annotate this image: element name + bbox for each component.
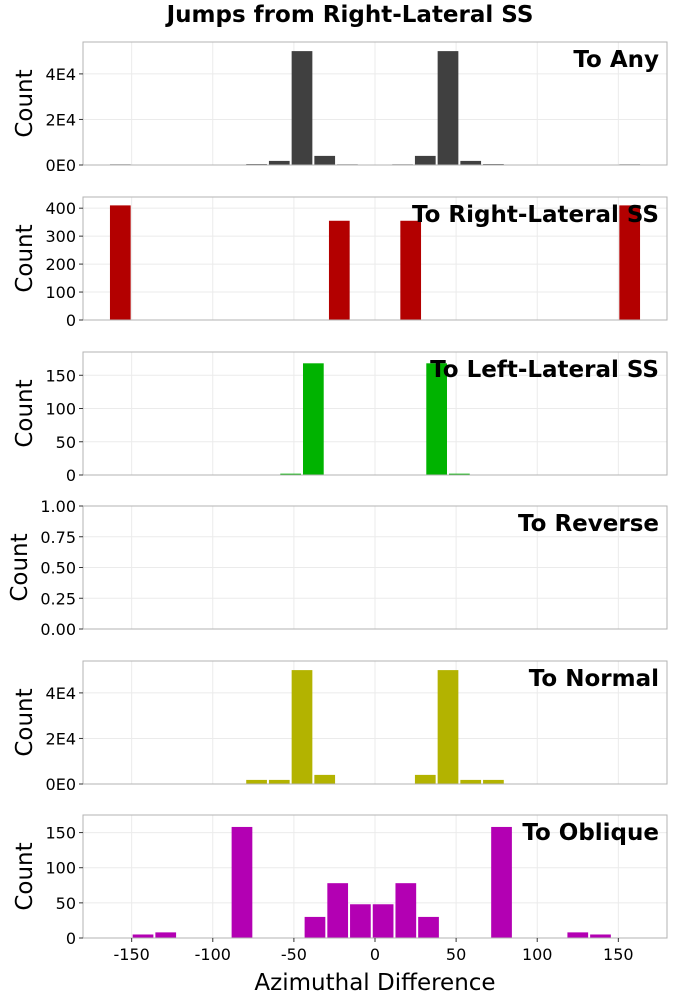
histogram-bar [437, 670, 459, 784]
x-tick-label: 50 [446, 945, 466, 964]
histogram-bar [303, 363, 324, 475]
histogram-bar [314, 155, 336, 165]
facet-title: To Left-Lateral SS [430, 357, 659, 383]
histogram-bar [327, 883, 349, 938]
y-axis-label: Count [12, 842, 38, 910]
y-tick-label: 100 [45, 283, 76, 302]
y-tick-label: 2E4 [46, 110, 76, 129]
y-tick-label: 0.25 [40, 589, 76, 608]
y-tick-label: 100 [45, 400, 76, 419]
panel-5: 0 50 100 150 Count To Oblique [12, 814, 668, 948]
facet-title: To Reverse [518, 511, 659, 537]
histogram-bar [291, 51, 313, 165]
panel-border [82, 196, 668, 321]
panel-3: 0.00 0.25 0.50 0.75 1.00 Count To Reverse [7, 497, 668, 639]
y-tick-label: 150 [45, 366, 76, 385]
y-tick-label: 0 [66, 929, 76, 948]
histogram-bar [567, 932, 589, 938]
y-tick-label: 50 [56, 433, 76, 452]
y-tick-label: 1.00 [40, 497, 76, 516]
y-axis-label: Count [12, 224, 38, 292]
y-tick-label: 4E4 [46, 684, 76, 703]
y-tick-label: 400 [45, 199, 76, 218]
x-tick-label: -100 [195, 945, 231, 964]
histogram-bar [350, 904, 371, 938]
x-tick-label: -50 [281, 945, 307, 964]
histogram-bar [449, 473, 470, 475]
histogram-bar [426, 363, 447, 475]
y-axis-label: Count [12, 69, 38, 137]
y-axis-label: Count [7, 533, 33, 601]
panel-0: 0E0 2E4 4E4 Count To Any [12, 41, 668, 175]
y-axis-label: Count [12, 379, 38, 447]
y-tick-label: 0 [66, 466, 76, 485]
y-tick-label: 0.00 [40, 620, 76, 639]
x-axis: -150 -100 -50 0 50 100 150 [114, 938, 634, 964]
histogram-bar [400, 220, 422, 320]
panel-2: 0 50 100 150 Count To Left-Lateral SS [12, 351, 668, 485]
histogram-bar [414, 155, 436, 165]
histogram-bar [460, 160, 482, 165]
x-tick-label: 100 [522, 945, 553, 964]
figure-title: Jumps from Right-Lateral SS [165, 2, 534, 28]
facet-title: To Right-Lateral SS [412, 202, 659, 228]
panel-border [82, 660, 668, 785]
panel-border [82, 351, 668, 476]
x-tick-label: 150 [603, 945, 634, 964]
histogram-bar [231, 826, 253, 938]
y-tick-label: 0E0 [46, 775, 76, 794]
facet-title: To Oblique [522, 820, 659, 846]
histogram-bar [314, 774, 336, 784]
histogram-bar [491, 826, 512, 938]
y-tick-label: 150 [45, 824, 76, 843]
x-axis-label: Azimuthal Difference [254, 970, 495, 996]
y-axis-label: Count [12, 688, 38, 756]
histogram-bar [395, 883, 417, 938]
y-tick-label: 200 [45, 255, 76, 274]
x-tick-label: 0 [370, 945, 380, 964]
y-tick-label: 300 [45, 227, 76, 246]
panel-4: 0E0 2E4 4E4 Count To Normal [12, 660, 668, 794]
histogram-bar [155, 932, 177, 938]
y-tick-label: 0 [66, 311, 76, 330]
y-tick-label: 0.75 [40, 528, 76, 547]
y-tick-label: 2E4 [46, 729, 76, 748]
histogram-bar [590, 934, 611, 938]
histogram-bar [328, 220, 350, 320]
x-tick-label: -150 [114, 945, 150, 964]
histogram-bar [460, 779, 482, 784]
histogram-bar [268, 779, 290, 784]
histogram-bar [437, 51, 459, 165]
facet-title: To Any [573, 47, 659, 73]
panel-border [82, 41, 668, 166]
histogram-bar [268, 160, 290, 165]
y-tick-label: 50 [56, 894, 76, 913]
y-tick-label: 0.50 [40, 559, 76, 578]
histogram-bar [418, 916, 439, 938]
panels: 0E0 2E4 4E4 Count To Any 0 100 200 300 400 Count To… [7, 41, 668, 948]
histogram-bar [280, 473, 301, 475]
histogram-bar [246, 779, 267, 784]
histogram-bar [483, 779, 504, 784]
histogram-bar [414, 774, 436, 784]
panel-1: 0 100 200 300 400 Count To Right-Lateral SS [12, 196, 668, 330]
histogram-bar [109, 205, 131, 320]
histogram-bar [304, 916, 326, 938]
histogram-bar [372, 904, 394, 938]
histogram-bar [619, 205, 641, 320]
y-tick-label: 100 [45, 859, 76, 878]
y-tick-label: 4E4 [46, 65, 76, 84]
y-tick-label: 0E0 [46, 156, 76, 175]
histogram-bar [291, 670, 313, 784]
facet-title: To Normal [529, 666, 659, 692]
histogram-bar [132, 934, 154, 938]
